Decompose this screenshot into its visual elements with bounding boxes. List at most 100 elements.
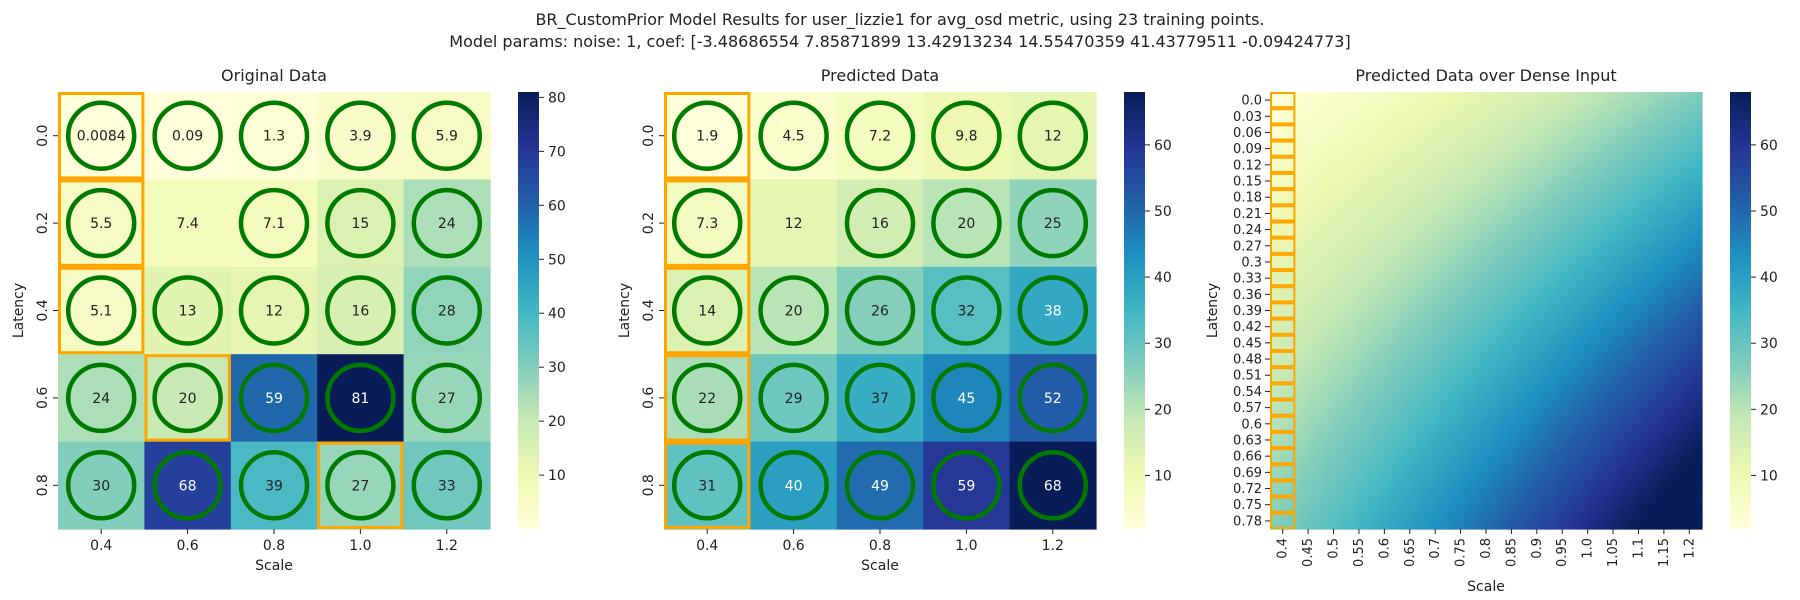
- dense-heatmap-cell: [1653, 381, 1660, 388]
- dense-heatmap-cell: [1475, 392, 1482, 399]
- dense-heatmap-cell: [1372, 206, 1379, 213]
- dense-heatmap-cell: [1405, 266, 1411, 273]
- dense-heatmap-cell: [1675, 381, 1681, 388]
- cell-value-label: 0.09: [172, 129, 203, 145]
- dense-heatmap-cell: [1583, 206, 1590, 213]
- dense-heatmap-cell: [1394, 92, 1401, 99]
- dense-heatmap-cell: [1442, 97, 1449, 104]
- dense-heatmap-cell: [1648, 228, 1654, 235]
- dense-heatmap-cell: [1572, 310, 1579, 317]
- dense-heatmap-cell: [1648, 359, 1654, 366]
- dense-heatmap-cell: [1561, 365, 1568, 372]
- dense-heatmap-cell: [1685, 337, 1692, 344]
- dense-heatmap-cell: [1680, 326, 1687, 333]
- dense-heatmap-cell: [1675, 283, 1681, 290]
- dense-heatmap-cell: [1513, 408, 1519, 415]
- dense-heatmap-cell: [1615, 239, 1622, 246]
- dense-heatmap-cell: [1496, 408, 1503, 415]
- dense-heatmap-cell: [1324, 157, 1330, 164]
- dense-heatmap-cell: [1642, 359, 1649, 366]
- dense-heatmap-cell: [1334, 310, 1341, 317]
- dense-heatmap-cell: [1669, 119, 1676, 126]
- dense-heatmap-cell: [1642, 141, 1649, 148]
- dense-heatmap-cell: [1567, 124, 1573, 131]
- dense-heatmap-cell: [1297, 206, 1303, 213]
- dense-heatmap-cell: [1318, 228, 1325, 235]
- dense-heatmap-cell: [1280, 326, 1287, 333]
- dense-heatmap-cell: [1297, 332, 1303, 339]
- dense-heatmap-cell: [1313, 414, 1320, 421]
- cell-value-label: 16: [351, 304, 369, 320]
- dense-heatmap-cell: [1475, 332, 1482, 339]
- dense-heatmap-cell: [1637, 305, 1644, 312]
- dense-heatmap-cell: [1615, 392, 1622, 399]
- dense-heatmap-cell: [1534, 408, 1541, 415]
- dense-heatmap-cell: [1318, 141, 1325, 148]
- dense-heatmap-cell: [1415, 272, 1422, 279]
- dense-heatmap-cell: [1318, 206, 1325, 213]
- dense-heatmap-cell: [1567, 113, 1573, 120]
- dense-heatmap-cell: [1383, 152, 1390, 159]
- dense-heatmap-cell: [1280, 244, 1287, 252]
- dense-heatmap-cell: [1405, 321, 1411, 328]
- dense-heatmap-cell: [1432, 157, 1438, 164]
- dense-heatmap-cell: [1502, 326, 1509, 333]
- dense-heatmap-cell: [1372, 152, 1379, 159]
- dense-heatmap-cell: [1658, 332, 1665, 339]
- dense-heatmap-cell: [1637, 326, 1644, 333]
- dense-heatmap-cell: [1383, 157, 1390, 164]
- dense-heatmap-cell: [1669, 173, 1676, 180]
- dense-heatmap-cell: [1345, 163, 1352, 170]
- dense-heatmap-cell: [1464, 212, 1471, 219]
- dense-heatmap-cell: [1469, 359, 1476, 366]
- dense-heatmap-cell: [1453, 277, 1460, 284]
- dense-heatmap-cell: [1475, 326, 1482, 333]
- dense-heatmap-cell: [1696, 261, 1703, 268]
- dense-heatmap-cell: [1372, 157, 1379, 164]
- dense-heatmap-cell: [1480, 113, 1487, 120]
- dense-heatmap-cell: [1513, 102, 1519, 109]
- dense-heatmap-cell: [1664, 157, 1671, 164]
- dense-heatmap-cell: [1351, 321, 1357, 328]
- dense-heatmap-cell: [1550, 201, 1557, 208]
- dense-heatmap-cell: [1648, 266, 1654, 273]
- dense-heatmap-cell: [1469, 255, 1476, 262]
- dense-heatmap-cell: [1356, 348, 1363, 355]
- dense-heatmap-cell: [1669, 102, 1676, 109]
- dense-heatmap-cell: [1513, 250, 1519, 257]
- dense-heatmap-cell: [1577, 234, 1584, 241]
- dense-heatmap-cell: [1496, 359, 1503, 366]
- dense-heatmap-cell: [1459, 152, 1465, 159]
- dense-heatmap-cell: [1297, 234, 1303, 241]
- dense-heatmap-cell: [1653, 130, 1660, 137]
- dense-heatmap-cell: [1513, 266, 1519, 273]
- dense-heatmap-cell: [1507, 163, 1514, 170]
- dense-heatmap-cell: [1432, 272, 1438, 279]
- dense-heatmap-cell: [1523, 326, 1530, 333]
- dense-heatmap-cell: [1496, 190, 1503, 197]
- dense-heatmap-cell: [1642, 266, 1649, 273]
- dense-heatmap-cell: [1313, 261, 1320, 268]
- dense-heatmap-cell: [1351, 299, 1357, 306]
- dense-heatmap-cell: [1318, 152, 1325, 159]
- dense-heatmap-cell: [1286, 157, 1293, 164]
- dense-heatmap-cell: [1486, 392, 1492, 399]
- dense-heatmap-cell: [1356, 376, 1363, 383]
- dense-heatmap-cell: [1388, 321, 1395, 328]
- dense-heatmap-cell: [1518, 272, 1525, 279]
- dense-heatmap-cell: [1394, 403, 1401, 410]
- dense-heatmap-cell: [1572, 370, 1579, 377]
- dense-heatmap-cell: [1626, 212, 1633, 219]
- dense-heatmap-cell: [1577, 190, 1584, 197]
- dense-heatmap-cell: [1556, 261, 1563, 268]
- dense-heatmap-cell: [1567, 310, 1573, 317]
- dense-heatmap-cell: [1313, 244, 1320, 252]
- dense-heatmap-cell: [1329, 261, 1336, 268]
- dense-heatmap-cell: [1588, 250, 1595, 257]
- dense-heatmap-cell: [1675, 244, 1681, 252]
- dense-heatmap-cell: [1621, 173, 1627, 180]
- dense-heatmap-cell: [1334, 354, 1341, 361]
- dense-heatmap-cell: [1631, 392, 1638, 399]
- dense-heatmap-cell: [1345, 310, 1352, 317]
- dense-heatmap-cell: [1372, 163, 1379, 170]
